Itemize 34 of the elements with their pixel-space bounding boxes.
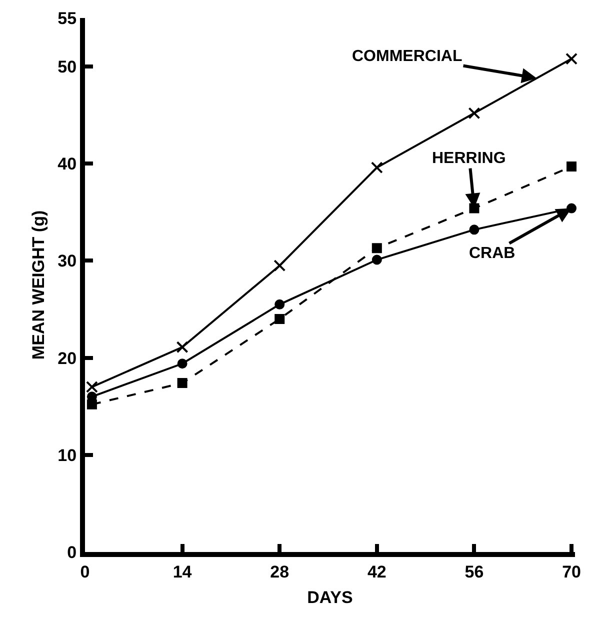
point: [274, 314, 285, 324]
y-tick-label: 30: [58, 252, 77, 271]
annotation: COMMERCIAL: [352, 48, 462, 65]
point: [566, 162, 577, 172]
y-axis-title: MEAN WEIGHT (g): [29, 210, 48, 360]
y-tick-label: 10: [58, 446, 77, 465]
x-tick-label: 70: [562, 562, 581, 582]
y-tick-label: 55: [58, 8, 77, 28]
point: [468, 107, 480, 120]
y-tick-label: 50: [58, 58, 77, 76]
x-tick-label: 0: [80, 562, 90, 582]
point: [372, 243, 382, 254]
y-tick-label: 20: [58, 348, 77, 368]
x-tick-label: 14: [172, 562, 192, 582]
y-tick-label: 40: [58, 154, 77, 174]
annotation: HERRING: [432, 150, 506, 167]
annotation: CRAB: [469, 245, 516, 262]
x-tick-label: 42: [367, 562, 386, 582]
point: [372, 254, 382, 265]
point: [566, 52, 578, 65]
point: [176, 341, 188, 354]
point: [86, 399, 97, 410]
point: [274, 299, 285, 310]
point: [469, 203, 480, 214]
point: [469, 224, 480, 235]
x-tick-label: 28: [270, 562, 290, 582]
x-axis-title: DAYS: [307, 588, 353, 607]
point: [177, 378, 188, 388]
point: [177, 358, 188, 369]
point: [86, 380, 98, 393]
point: [274, 260, 286, 272]
y-tick-label: 0: [67, 542, 77, 562]
point: [370, 162, 383, 174]
x-tick-label: 56: [464, 562, 484, 582]
